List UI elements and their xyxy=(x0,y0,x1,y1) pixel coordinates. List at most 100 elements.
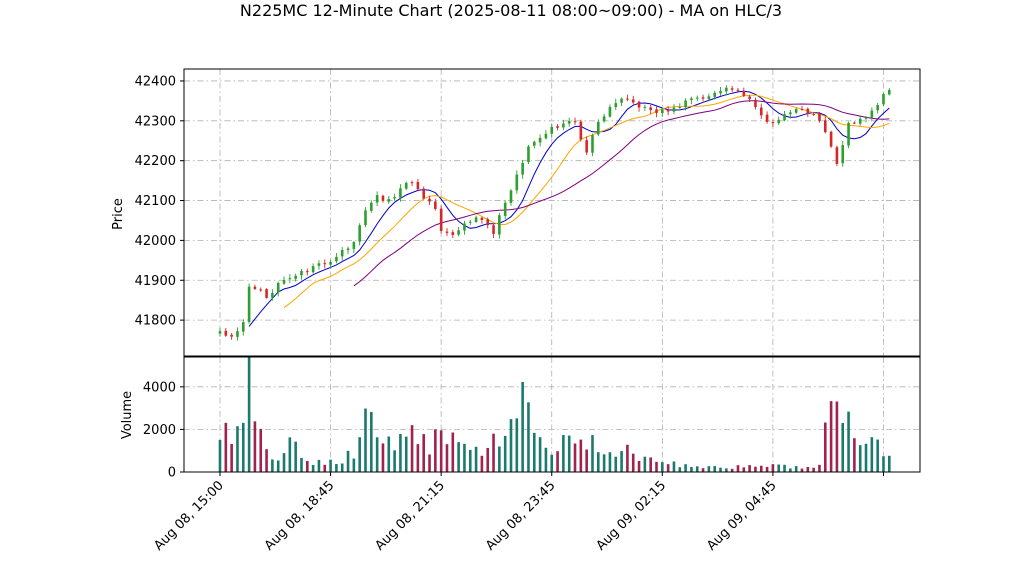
candle-body xyxy=(701,97,705,99)
volume-y-axis: 0 2000 4000 xyxy=(143,380,184,481)
volume-tick-label: 4000 xyxy=(143,380,176,395)
volume-bar xyxy=(556,451,559,472)
volume-bar xyxy=(457,442,460,472)
volume-bar xyxy=(818,464,821,472)
candle-body xyxy=(643,106,647,108)
volume-bar xyxy=(288,437,292,472)
volume-bar xyxy=(800,468,804,472)
candle-body xyxy=(614,103,618,108)
volume-bar xyxy=(259,428,263,472)
volume-bar xyxy=(335,464,338,472)
candle-body xyxy=(340,249,344,257)
volume-bar xyxy=(224,422,228,472)
volume-bar xyxy=(690,466,693,472)
volume-tick-label: 0 xyxy=(168,466,176,481)
volume-panel-grid xyxy=(184,357,920,472)
candle-body xyxy=(271,292,274,298)
volume-bar xyxy=(806,467,810,472)
candle-body xyxy=(358,225,361,242)
candle-body xyxy=(672,107,676,112)
candle-body xyxy=(346,248,350,251)
volume-bar xyxy=(713,466,716,472)
volume-bar xyxy=(567,435,571,472)
candle-body xyxy=(661,109,664,114)
candle-body xyxy=(329,261,332,265)
volume-bar xyxy=(434,429,437,472)
volume-bar xyxy=(509,419,513,472)
volume-bar xyxy=(468,449,472,472)
volume-bar xyxy=(527,402,530,472)
volume-bar xyxy=(515,418,519,472)
volume-bar xyxy=(428,454,431,472)
candle-body xyxy=(399,188,402,198)
volume-bar xyxy=(864,443,868,472)
candle-body xyxy=(445,231,449,233)
candle-body xyxy=(800,109,804,111)
volume-bar xyxy=(835,401,839,472)
volume-bar xyxy=(823,422,827,472)
candle-body xyxy=(853,122,856,124)
volume-bar xyxy=(748,465,751,472)
volume-bar xyxy=(387,436,391,472)
x-tick-label: Aug 08, 15:00 xyxy=(151,478,227,554)
candle-body xyxy=(783,114,786,121)
moving-average-line xyxy=(283,94,890,309)
candle-body xyxy=(818,113,821,121)
candle-body xyxy=(684,100,687,108)
x-tick-label: Aug 08, 18:45 xyxy=(262,478,338,554)
volume-bar xyxy=(300,457,303,472)
candle-body xyxy=(457,230,460,235)
volume-bar xyxy=(550,454,554,472)
candle-body xyxy=(620,98,623,103)
volume-bar xyxy=(725,468,728,472)
volume-bar xyxy=(614,456,618,472)
price-y-axis: 41800 41900 42000 42100 42200 42300 42400 xyxy=(135,74,184,329)
volume-bar xyxy=(666,464,670,472)
volume-bar xyxy=(858,445,862,472)
candle-body xyxy=(690,98,693,100)
volume-bar xyxy=(655,461,658,472)
volume-bar xyxy=(445,444,449,472)
candle-body xyxy=(730,88,734,90)
price-panel-grid xyxy=(184,69,920,356)
candle-body xyxy=(841,145,845,164)
volume-bar xyxy=(532,432,536,472)
candle-body xyxy=(567,120,571,124)
moving-average-line xyxy=(353,100,890,287)
candle-body xyxy=(288,278,292,280)
candle-body xyxy=(538,137,542,143)
volume-bar xyxy=(340,463,344,472)
volume-bar xyxy=(399,433,402,472)
volume-bar xyxy=(370,411,373,472)
candle-body xyxy=(247,286,251,322)
volume-bar xyxy=(730,468,734,472)
volume-bars xyxy=(218,357,891,472)
candle-body xyxy=(387,199,391,202)
volume-bar xyxy=(707,466,711,472)
candle-body xyxy=(608,106,612,117)
candle-body xyxy=(812,113,815,115)
volume-bar xyxy=(626,444,629,472)
volume-bar xyxy=(672,461,676,472)
volume-bar xyxy=(841,422,845,472)
volume-bar xyxy=(585,449,588,472)
price-tick-label: 42300 xyxy=(135,114,176,129)
candle-body xyxy=(602,116,606,122)
volume-bar xyxy=(742,467,746,472)
price-tick-label: 42100 xyxy=(135,194,176,209)
candle-body xyxy=(695,97,699,99)
candle-body xyxy=(626,98,629,100)
candle-body xyxy=(591,135,594,153)
volume-bar xyxy=(498,446,501,472)
volume-bar xyxy=(888,455,891,472)
candle-body xyxy=(888,89,891,95)
candle-body xyxy=(451,232,455,235)
candle-body xyxy=(736,89,740,91)
candle-body xyxy=(789,112,792,115)
candle-body xyxy=(649,107,652,111)
volume-bar xyxy=(684,464,687,472)
candle-body xyxy=(597,121,600,135)
volume-bar xyxy=(317,459,321,472)
volume-bar xyxy=(416,444,420,472)
volume-bar xyxy=(789,468,792,472)
